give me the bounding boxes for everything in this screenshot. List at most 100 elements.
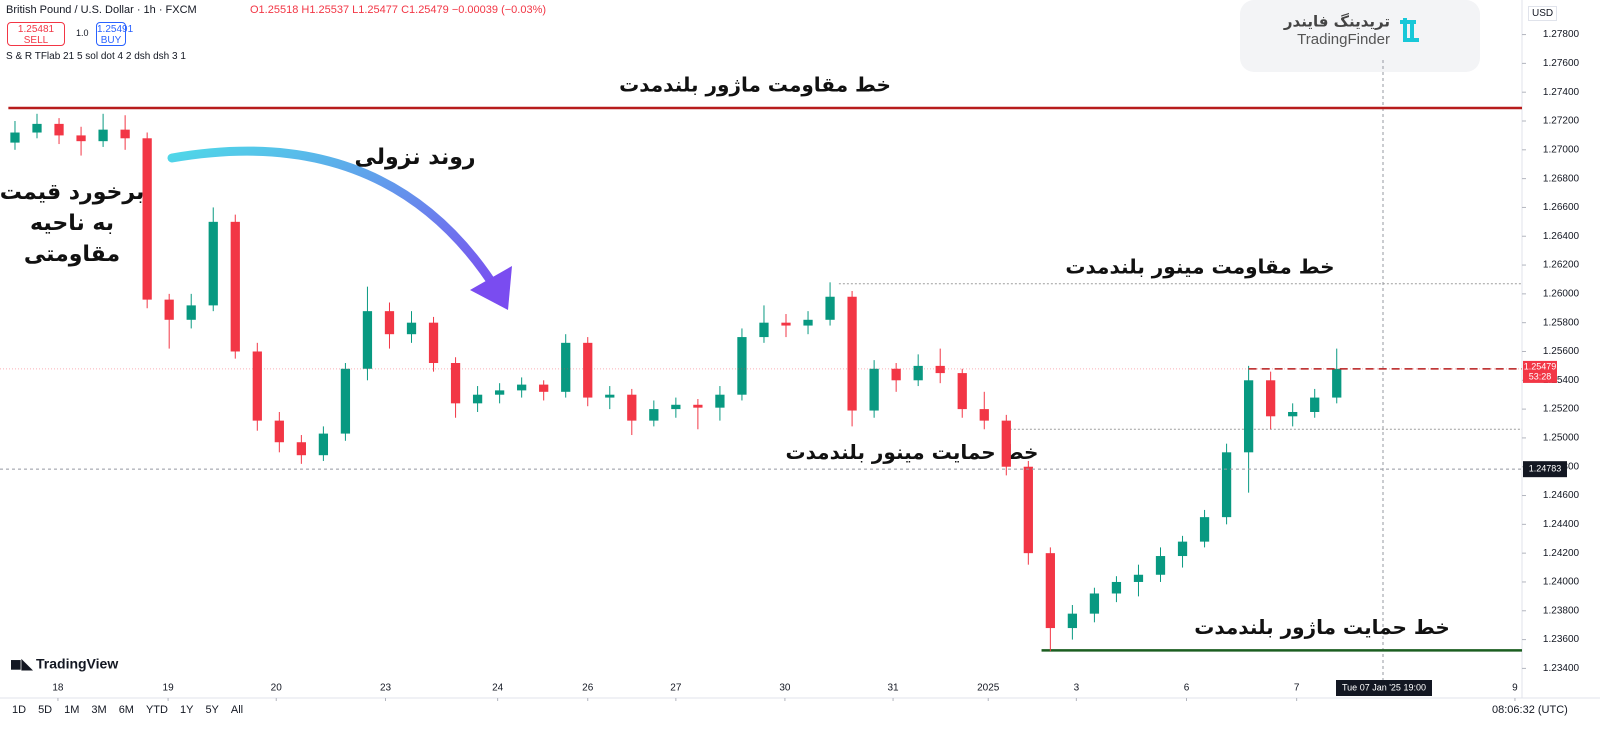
candle-body (230, 221, 240, 352)
candle-body (1067, 613, 1078, 629)
level-label: خط حمایت مینور بلندمدت (786, 440, 1039, 464)
y-tick-label: 1.27000 (1543, 144, 1580, 155)
y-tick-label: 1.25000 (1543, 433, 1580, 444)
symbol: British Pound / U.S. Dollar · 1h · FXCM (6, 4, 197, 16)
candle-body (1001, 420, 1011, 467)
level-label: خط مقاومت مینور بلندمدت (1065, 254, 1334, 278)
x-tick-label: 3 (1074, 683, 1080, 694)
range-button[interactable]: 1Y (179, 704, 194, 716)
candle-body (1111, 581, 1122, 594)
candle-body (450, 363, 461, 404)
x-tick-label: 31 (888, 683, 900, 694)
candle-body (120, 129, 130, 139)
candle-body (1089, 593, 1100, 614)
candle-body (1221, 452, 1232, 518)
candle-body (1332, 368, 1342, 398)
candle-body (1045, 553, 1055, 629)
sell-price: 1.25481 (17, 24, 55, 35)
range-button[interactable]: 1M (64, 704, 80, 716)
logo-fa: تریدینگ فایندر (1283, 13, 1390, 31)
candle-body (384, 311, 395, 335)
candle-body (517, 384, 527, 391)
x-tick-label: 18 (52, 683, 64, 694)
candle-body (1199, 517, 1210, 542)
candle-body (54, 123, 64, 136)
candle-body (1155, 556, 1166, 575)
candle-body (274, 420, 284, 443)
y-tick-label: 1.25200 (1543, 404, 1580, 415)
candle-body (781, 322, 791, 326)
candle-body (605, 394, 615, 398)
level-label: خط حمایت ماژور بلندمدت (1194, 615, 1450, 639)
candle-body (979, 409, 989, 421)
range-button[interactable]: 5D (38, 704, 53, 716)
candle-body (759, 322, 769, 338)
candle-body (671, 404, 681, 410)
candle-body (76, 135, 86, 142)
lot: 1.0 (76, 28, 89, 38)
y-tick-label: 1.27200 (1543, 116, 1580, 127)
x-tick-label: 30 (779, 683, 791, 694)
candle-body (164, 299, 174, 320)
sell-text: SELL (23, 35, 49, 46)
x-tick-label: 6 (1184, 683, 1190, 694)
y-tick-label: 1.24200 (1543, 548, 1580, 559)
y-tick-label: 1.27600 (1543, 58, 1580, 69)
range-button[interactable]: 6M (118, 704, 134, 716)
candle-body (1243, 380, 1254, 453)
candle-body (10, 132, 20, 143)
range-button[interactable]: YTD (145, 704, 168, 716)
candle-body (913, 365, 923, 381)
candle-body (1133, 574, 1144, 582)
sell-button[interactable]: 1.25481 SELL (7, 22, 65, 46)
candle-body (1310, 397, 1320, 412)
level-label: خط مقاومت ماژور بلندمدت (619, 73, 891, 97)
range-button[interactable]: 1D (12, 704, 27, 716)
candle-body (1177, 541, 1188, 557)
y-tick-label: 1.26200 (1543, 260, 1580, 271)
x-tick-label: 26 (582, 683, 594, 694)
candle-body (472, 394, 483, 404)
candle-body (208, 221, 218, 306)
watermark: TradingView (36, 656, 118, 672)
candle-body (737, 337, 747, 395)
candle-body (803, 319, 813, 326)
toolbar: 1D 5D 1M 3M 6M YTD 1Y 5Y All (12, 704, 243, 716)
y-tick-label: 1.23400 (1543, 663, 1580, 674)
candle-body (428, 322, 439, 364)
buy-text: BUY (100, 35, 122, 46)
y-tick-label: 1.26400 (1543, 231, 1580, 242)
time-badge (1336, 680, 1432, 696)
candle-body (847, 296, 857, 411)
candle-body (935, 365, 945, 374)
y-tick-label: 1.24000 (1543, 577, 1580, 588)
y-tick-label: 1.27800 (1543, 29, 1580, 40)
candle-body (627, 394, 637, 421)
candle-body (957, 373, 967, 410)
touch-label: به ناحیه (30, 211, 114, 236)
x-tick-label: 7 (1294, 683, 1300, 694)
range-button[interactable]: 3M (91, 704, 107, 716)
y-tick-label: 1.23600 (1543, 634, 1580, 645)
y-tick-label: 1.23800 (1543, 605, 1580, 616)
range-button[interactable]: 5Y (205, 704, 219, 716)
y-tick-label: 1.26000 (1543, 289, 1580, 300)
candle-body (494, 390, 505, 395)
buy-button[interactable]: 1.25491 BUY (96, 22, 133, 46)
crosshair-time: Tue 07 Jan '25 19:00 (1342, 682, 1426, 692)
candle-body (825, 296, 835, 320)
candle-body (1288, 411, 1298, 417)
touch-label: مقاومتی (24, 242, 120, 267)
x-tick-label: 27 (670, 683, 682, 694)
candle-body (318, 433, 329, 456)
x-tick-label: 24 (492, 683, 504, 694)
range-button[interactable]: All (230, 704, 244, 716)
currency[interactable]: USD (1528, 6, 1558, 21)
candle-body (362, 311, 373, 369)
y-tick-label: 1.27400 (1543, 87, 1580, 98)
trend-arrow (167, 146, 503, 297)
candle-body (1023, 466, 1033, 554)
price-badge (1523, 360, 1557, 383)
x-tick-label: 19 (163, 683, 175, 694)
